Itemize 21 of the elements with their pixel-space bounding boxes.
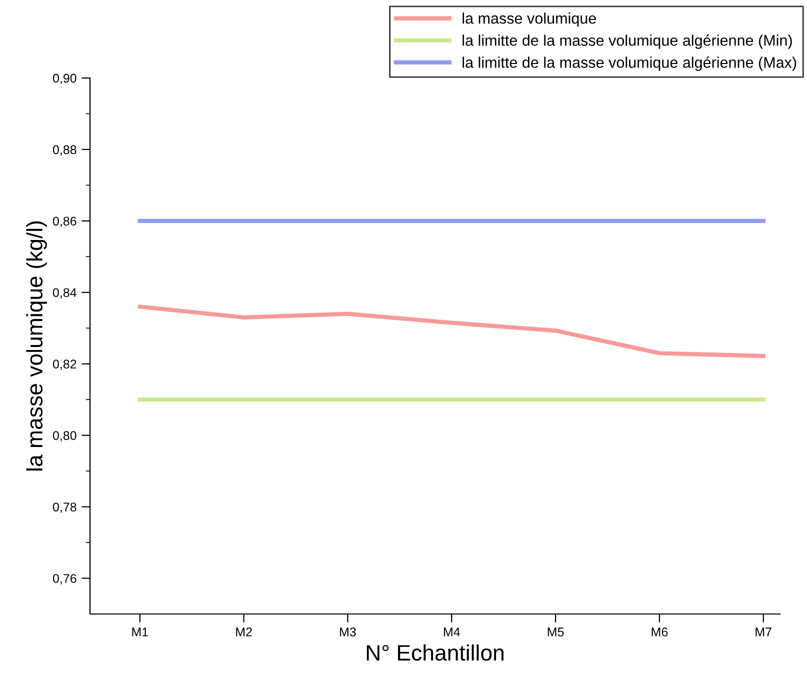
- y-tick-label: 0,76: [52, 574, 76, 584]
- y-tick-label: 0,86: [52, 216, 76, 228]
- legend-label: la masse volumique: [462, 12, 596, 27]
- x-tick-label: M2: [236, 628, 252, 636]
- y-tick-label: 0,90: [52, 74, 76, 84]
- legend-label: la limitte de la masse volumique algérienne (Max): [462, 56, 796, 71]
- y-tick-label: 0,80: [52, 431, 76, 442]
- x-tick-label: M7: [756, 628, 772, 636]
- x-tick-label: M1: [132, 628, 148, 636]
- y-tick-label: 0,84: [52, 288, 76, 299]
- x-axis-title: N° Echantillon: [366, 644, 504, 661]
- x-tick-label: M6: [652, 628, 668, 636]
- legend-label: la limitte de la masse volumique algérienne (Min): [462, 34, 792, 49]
- x-tick-label: M4: [444, 628, 460, 636]
- x-tick-label: M3: [340, 628, 356, 636]
- y-tick-label: 0,88: [52, 145, 76, 156]
- y-axis-title: la masse volumique (kg/l): [26, 221, 47, 470]
- y-tick-label: 0,78: [52, 502, 76, 513]
- y-tick-label: 0,82: [52, 360, 76, 370]
- x-tick-label: M5: [548, 628, 564, 636]
- line-series: [138, 304, 766, 358]
